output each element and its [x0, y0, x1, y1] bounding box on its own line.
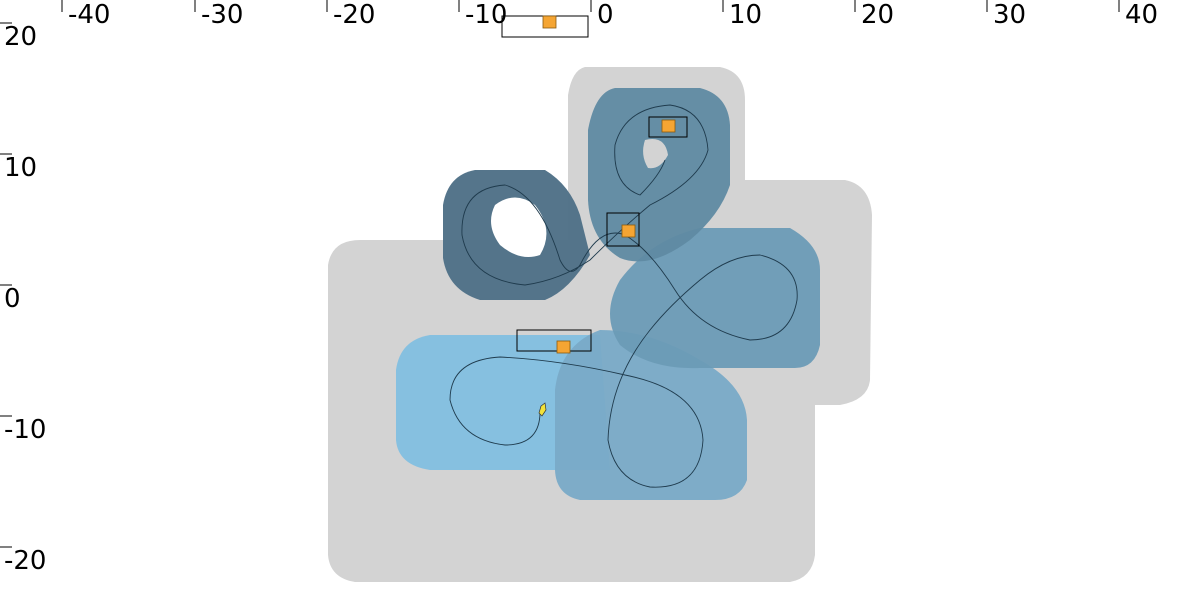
y-tick-label: 0 [4, 284, 21, 314]
orange-square-marker-icon[interactable] [542, 15, 557, 29]
orange-square-marker-icon[interactable] [661, 119, 676, 133]
x-tick-label: -20 [333, 0, 375, 30]
y-tick-label: 20 [4, 22, 37, 52]
marker-box-center [606, 212, 640, 247]
x-tick-label: -10 [465, 0, 507, 30]
x-tick-label: 30 [993, 0, 1026, 30]
x-axis-scale: -40 -30 -20 -10 0 10 20 30 40 [61, 0, 1158, 30]
zone-light-mid [610, 228, 820, 369]
x-tick-label: 20 [861, 0, 894, 30]
marker-box-upper [648, 116, 688, 138]
x-tick-label: 10 [729, 0, 762, 30]
y-tick-label: 10 [4, 153, 37, 183]
yellow-vehicle-icon[interactable] [538, 402, 547, 417]
orange-square-marker-icon[interactable] [621, 224, 636, 238]
x-tick-label: 0 [597, 0, 614, 30]
track-line [449, 104, 798, 488]
loop-hole-upper [643, 139, 668, 169]
zone-mid [588, 88, 730, 262]
x-tick-label: 40 [1125, 0, 1158, 30]
x-tick-label: -40 [68, 0, 110, 30]
y-axis-scale: 20 10 0 -10 -20 [0, 22, 46, 576]
x-tick-label: -30 [201, 0, 243, 30]
marker-box-left [516, 329, 592, 352]
zone-lighter [555, 330, 747, 500]
y-tick-label: -20 [4, 546, 46, 576]
loop-hole-left [491, 197, 547, 258]
orange-square-marker-icon[interactable] [556, 340, 571, 354]
y-tick-label: -10 [4, 415, 46, 445]
